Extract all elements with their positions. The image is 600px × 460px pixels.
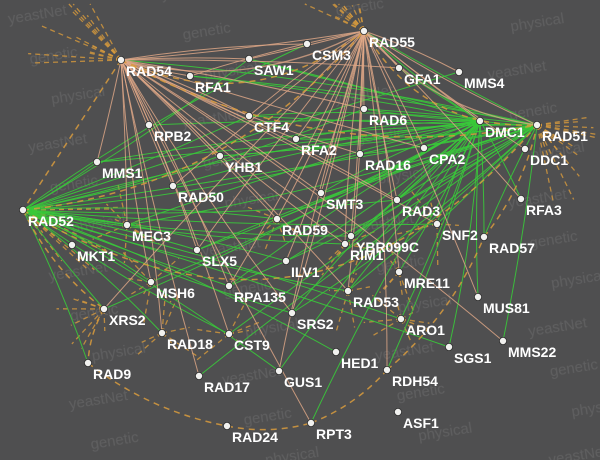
svg-text:CSM3: CSM3 [312,47,351,63]
svg-text:RAD18: RAD18 [167,336,213,352]
svg-text:MMS22: MMS22 [508,344,556,360]
svg-text:MMS1: MMS1 [102,165,143,181]
svg-text:RAD17: RAD17 [204,379,250,395]
svg-text:ARO1: ARO1 [406,322,445,338]
svg-text:CTF4: CTF4 [254,119,289,135]
svg-text:ILV1: ILV1 [291,264,320,280]
svg-text:RAD55: RAD55 [369,34,415,50]
svg-text:RAD50: RAD50 [178,189,224,205]
svg-text:SGS1: SGS1 [454,350,492,366]
svg-text:SMT3: SMT3 [326,196,364,212]
svg-text:SAW1: SAW1 [254,62,294,78]
svg-text:SNF2: SNF2 [442,227,478,243]
svg-text:RAD59: RAD59 [282,222,328,238]
svg-text:SRS2: SRS2 [297,316,334,332]
svg-text:CPA2: CPA2 [429,151,466,167]
svg-text:RPA135: RPA135 [234,289,286,305]
svg-text:DDC1: DDC1 [530,152,568,168]
svg-text:MKT1: MKT1 [77,248,115,264]
svg-text:MRE11: MRE11 [404,275,450,291]
svg-text:YHB1: YHB1 [225,159,263,175]
svg-text:RAD6: RAD6 [369,112,407,128]
svg-text:MMS4: MMS4 [464,75,505,91]
svg-text:RAD54: RAD54 [126,63,172,79]
svg-text:RAD16: RAD16 [365,157,411,173]
svg-text:MEC3: MEC3 [132,228,171,244]
svg-text:RAD24: RAD24 [232,429,278,445]
svg-text:RAD52: RAD52 [28,213,74,229]
svg-text:RDH54: RDH54 [392,373,438,389]
svg-text:MUS81: MUS81 [483,300,530,316]
svg-text:CST9: CST9 [234,337,270,353]
svg-text:RFA1: RFA1 [195,79,231,95]
svg-text:SLX5: SLX5 [202,253,237,269]
svg-text:RAD51: RAD51 [542,128,588,144]
svg-text:DMC1: DMC1 [485,124,525,140]
svg-text:RAD53: RAD53 [353,294,399,310]
svg-text:RPT3: RPT3 [316,426,352,442]
svg-text:GFA1: GFA1 [404,71,441,87]
svg-text:RIM1: RIM1 [350,247,384,263]
svg-text:XRS2: XRS2 [109,312,146,328]
svg-text:RAD3: RAD3 [402,203,440,219]
svg-text:RPB2: RPB2 [154,128,192,144]
svg-text:HED1: HED1 [341,355,379,371]
svg-text:RFA3: RFA3 [526,202,562,218]
svg-text:RAD57: RAD57 [489,240,535,256]
svg-text:RFA2: RFA2 [301,142,337,158]
svg-text:RAD9: RAD9 [93,366,131,382]
svg-text:ASF1: ASF1 [403,415,439,431]
svg-text:GUS1: GUS1 [284,374,322,390]
svg-text:MSH6: MSH6 [156,285,195,301]
